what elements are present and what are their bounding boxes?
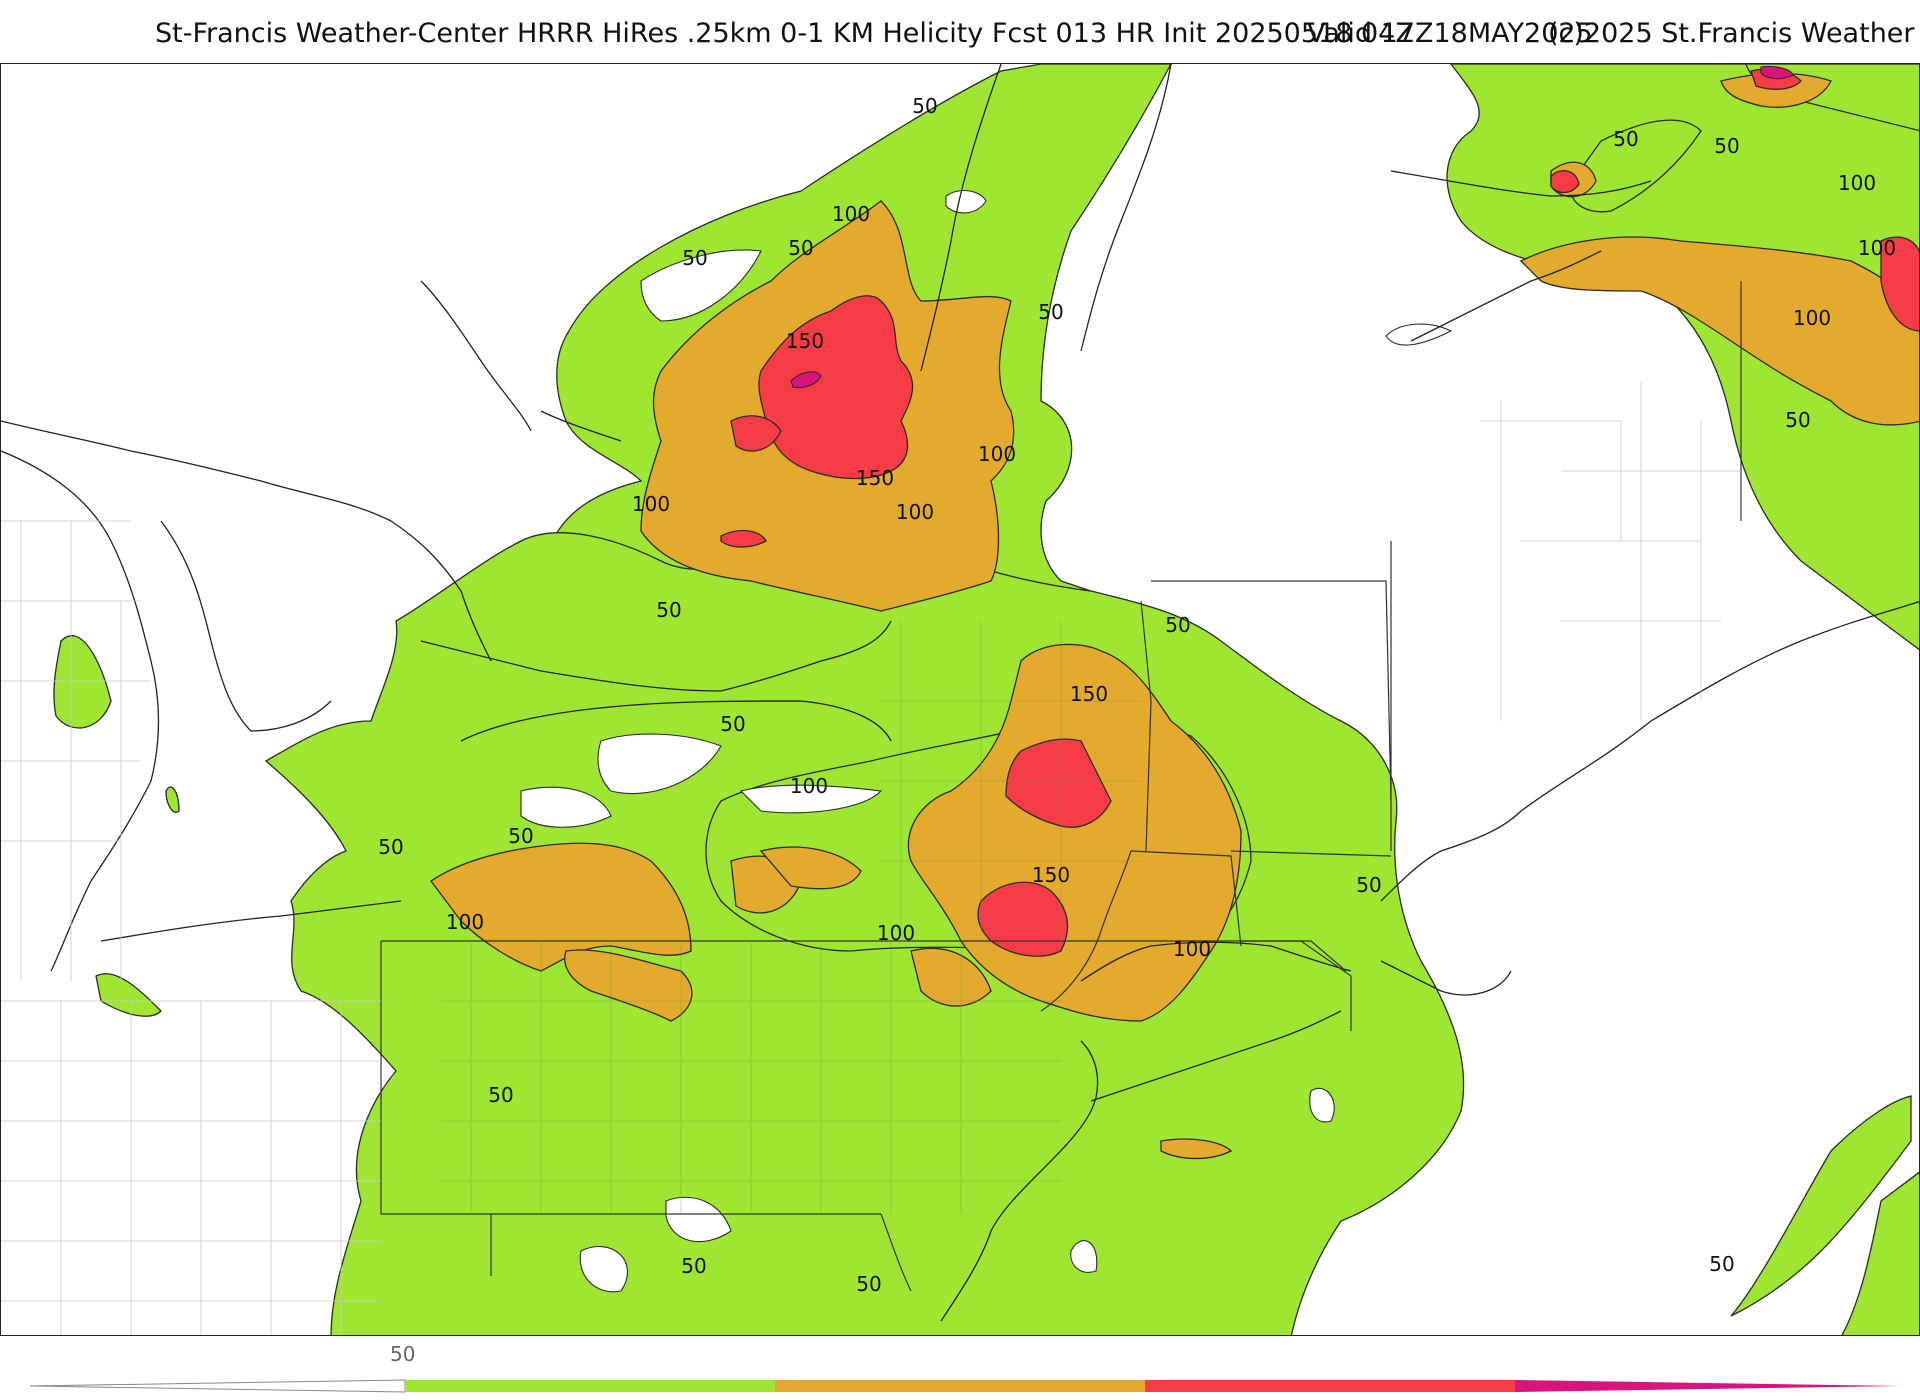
contour-label-100: 100	[1793, 306, 1831, 330]
contour-label-100: 100	[832, 202, 870, 226]
contour-label-50: 50	[1709, 1252, 1734, 1276]
contour-label-100: 100	[790, 774, 828, 798]
contour-label-100: 100	[978, 442, 1016, 466]
colorbar-extend-min	[30, 1379, 406, 1393]
contour-label-50: 50	[720, 712, 745, 736]
contour-label-100: 100	[896, 500, 934, 524]
contour-label-50: 50	[856, 1272, 881, 1296]
colorbar: 50	[0, 1342, 1920, 1400]
contour-label-50: 50	[1785, 408, 1810, 432]
contour-label-50: 50	[788, 236, 813, 260]
contour-label-150: 150	[1070, 682, 1108, 706]
contour-label-50: 50	[508, 824, 533, 848]
state-borders	[380, 281, 1742, 1292]
contour-label-50: 50	[656, 598, 681, 622]
helicity-band-200	[790, 65, 1794, 389]
colorbar-segment-200	[1515, 1380, 1900, 1392]
contour-label-50: 50	[1714, 134, 1739, 158]
county-lines-inner	[441, 621, 1141, 1214]
helicity-gaps	[520, 190, 1453, 1293]
map-title: St-Francis Weather-Center HRRR HiRes .25…	[0, 14, 1920, 54]
contour-label-150: 150	[786, 329, 824, 353]
contour-label-100: 100	[446, 910, 484, 934]
colorbar-tick-label: 50	[390, 1342, 416, 1366]
contour-label-100: 100	[877, 921, 915, 945]
colorbar-segment-100	[775, 1380, 1145, 1392]
contour-label-100: 100	[632, 492, 670, 516]
map-canvas: 50 50 50 50 50 50 50 50 50 50 50 50 50 5…	[1, 64, 1919, 1335]
contour-label-150: 150	[856, 466, 894, 490]
contour-label-50: 50	[1038, 300, 1063, 324]
county-lines	[1, 381, 1741, 1335]
contour-label-100: 100	[1173, 937, 1211, 961]
map-panel: 50 50 50 50 50 50 50 50 50 50 50 50 50 5…	[0, 63, 1920, 1336]
contour-label-100: 100	[1838, 171, 1876, 195]
contour-label-50: 50	[682, 246, 707, 270]
coastlines	[1, 64, 1919, 1322]
colorbar-segment-50	[405, 1380, 775, 1392]
colorbar-segment-150	[1145, 1380, 1515, 1392]
valid-time: Valid 17Z18MAY2025	[1307, 18, 1593, 49]
contour-labels: 50 50 50 50 50 50 50 50 50 50 50 50 50 5…	[378, 94, 1896, 1296]
contour-label-50: 50	[378, 835, 403, 859]
contour-label-50: 50	[1613, 127, 1638, 151]
contour-label-50: 50	[1356, 873, 1381, 897]
title-text: St-Francis Weather-Center HRRR HiRes .25…	[155, 18, 1414, 49]
contour-label-50: 50	[681, 1254, 706, 1278]
copyright: (c)2025 St.Francis Weather	[1548, 18, 1915, 49]
contour-label-150: 150	[1032, 863, 1070, 887]
helicity-band-150	[720, 68, 1919, 957]
colorbar-scale	[30, 1379, 1900, 1393]
contour-label-50: 50	[912, 94, 937, 118]
contour-label-100: 100	[1858, 236, 1896, 260]
contour-label-50: 50	[488, 1083, 513, 1107]
contour-label-50: 50	[1165, 613, 1190, 637]
